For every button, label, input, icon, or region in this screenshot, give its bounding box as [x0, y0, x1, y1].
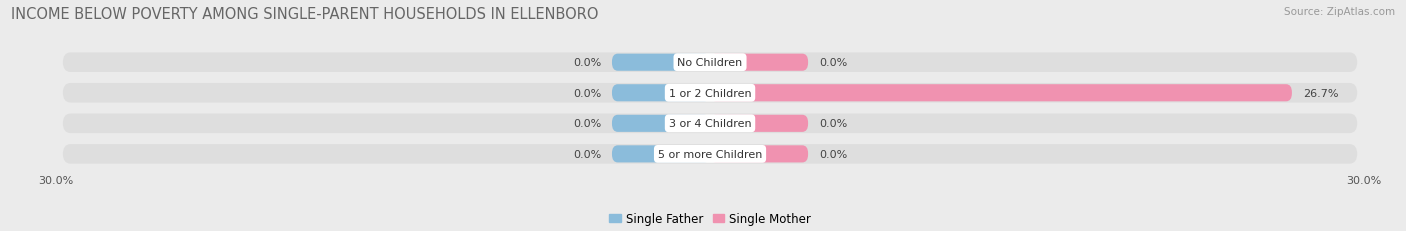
Text: 0.0%: 0.0% [818, 149, 848, 159]
Text: 0.0%: 0.0% [572, 149, 602, 159]
Text: Source: ZipAtlas.com: Source: ZipAtlas.com [1284, 7, 1395, 17]
Text: 0.0%: 0.0% [572, 119, 602, 129]
FancyBboxPatch shape [63, 114, 1357, 134]
Legend: Single Father, Single Mother: Single Father, Single Mother [605, 208, 815, 230]
Text: 3 or 4 Children: 3 or 4 Children [669, 119, 751, 129]
FancyBboxPatch shape [63, 84, 1357, 103]
FancyBboxPatch shape [710, 55, 808, 71]
Text: 0.0%: 0.0% [818, 119, 848, 129]
Text: 5 or more Children: 5 or more Children [658, 149, 762, 159]
FancyBboxPatch shape [63, 144, 1357, 164]
FancyBboxPatch shape [710, 115, 808, 132]
FancyBboxPatch shape [612, 146, 710, 163]
FancyBboxPatch shape [710, 146, 808, 163]
FancyBboxPatch shape [612, 55, 710, 71]
Text: 0.0%: 0.0% [818, 58, 848, 68]
FancyBboxPatch shape [612, 115, 710, 132]
FancyBboxPatch shape [612, 85, 710, 102]
Text: 1 or 2 Children: 1 or 2 Children [669, 88, 751, 98]
FancyBboxPatch shape [63, 53, 1357, 73]
Text: 0.0%: 0.0% [572, 88, 602, 98]
FancyBboxPatch shape [710, 85, 1292, 102]
Text: 26.7%: 26.7% [1303, 88, 1339, 98]
Text: INCOME BELOW POVERTY AMONG SINGLE-PARENT HOUSEHOLDS IN ELLENBORO: INCOME BELOW POVERTY AMONG SINGLE-PARENT… [11, 7, 599, 22]
Text: 0.0%: 0.0% [572, 58, 602, 68]
Text: No Children: No Children [678, 58, 742, 68]
